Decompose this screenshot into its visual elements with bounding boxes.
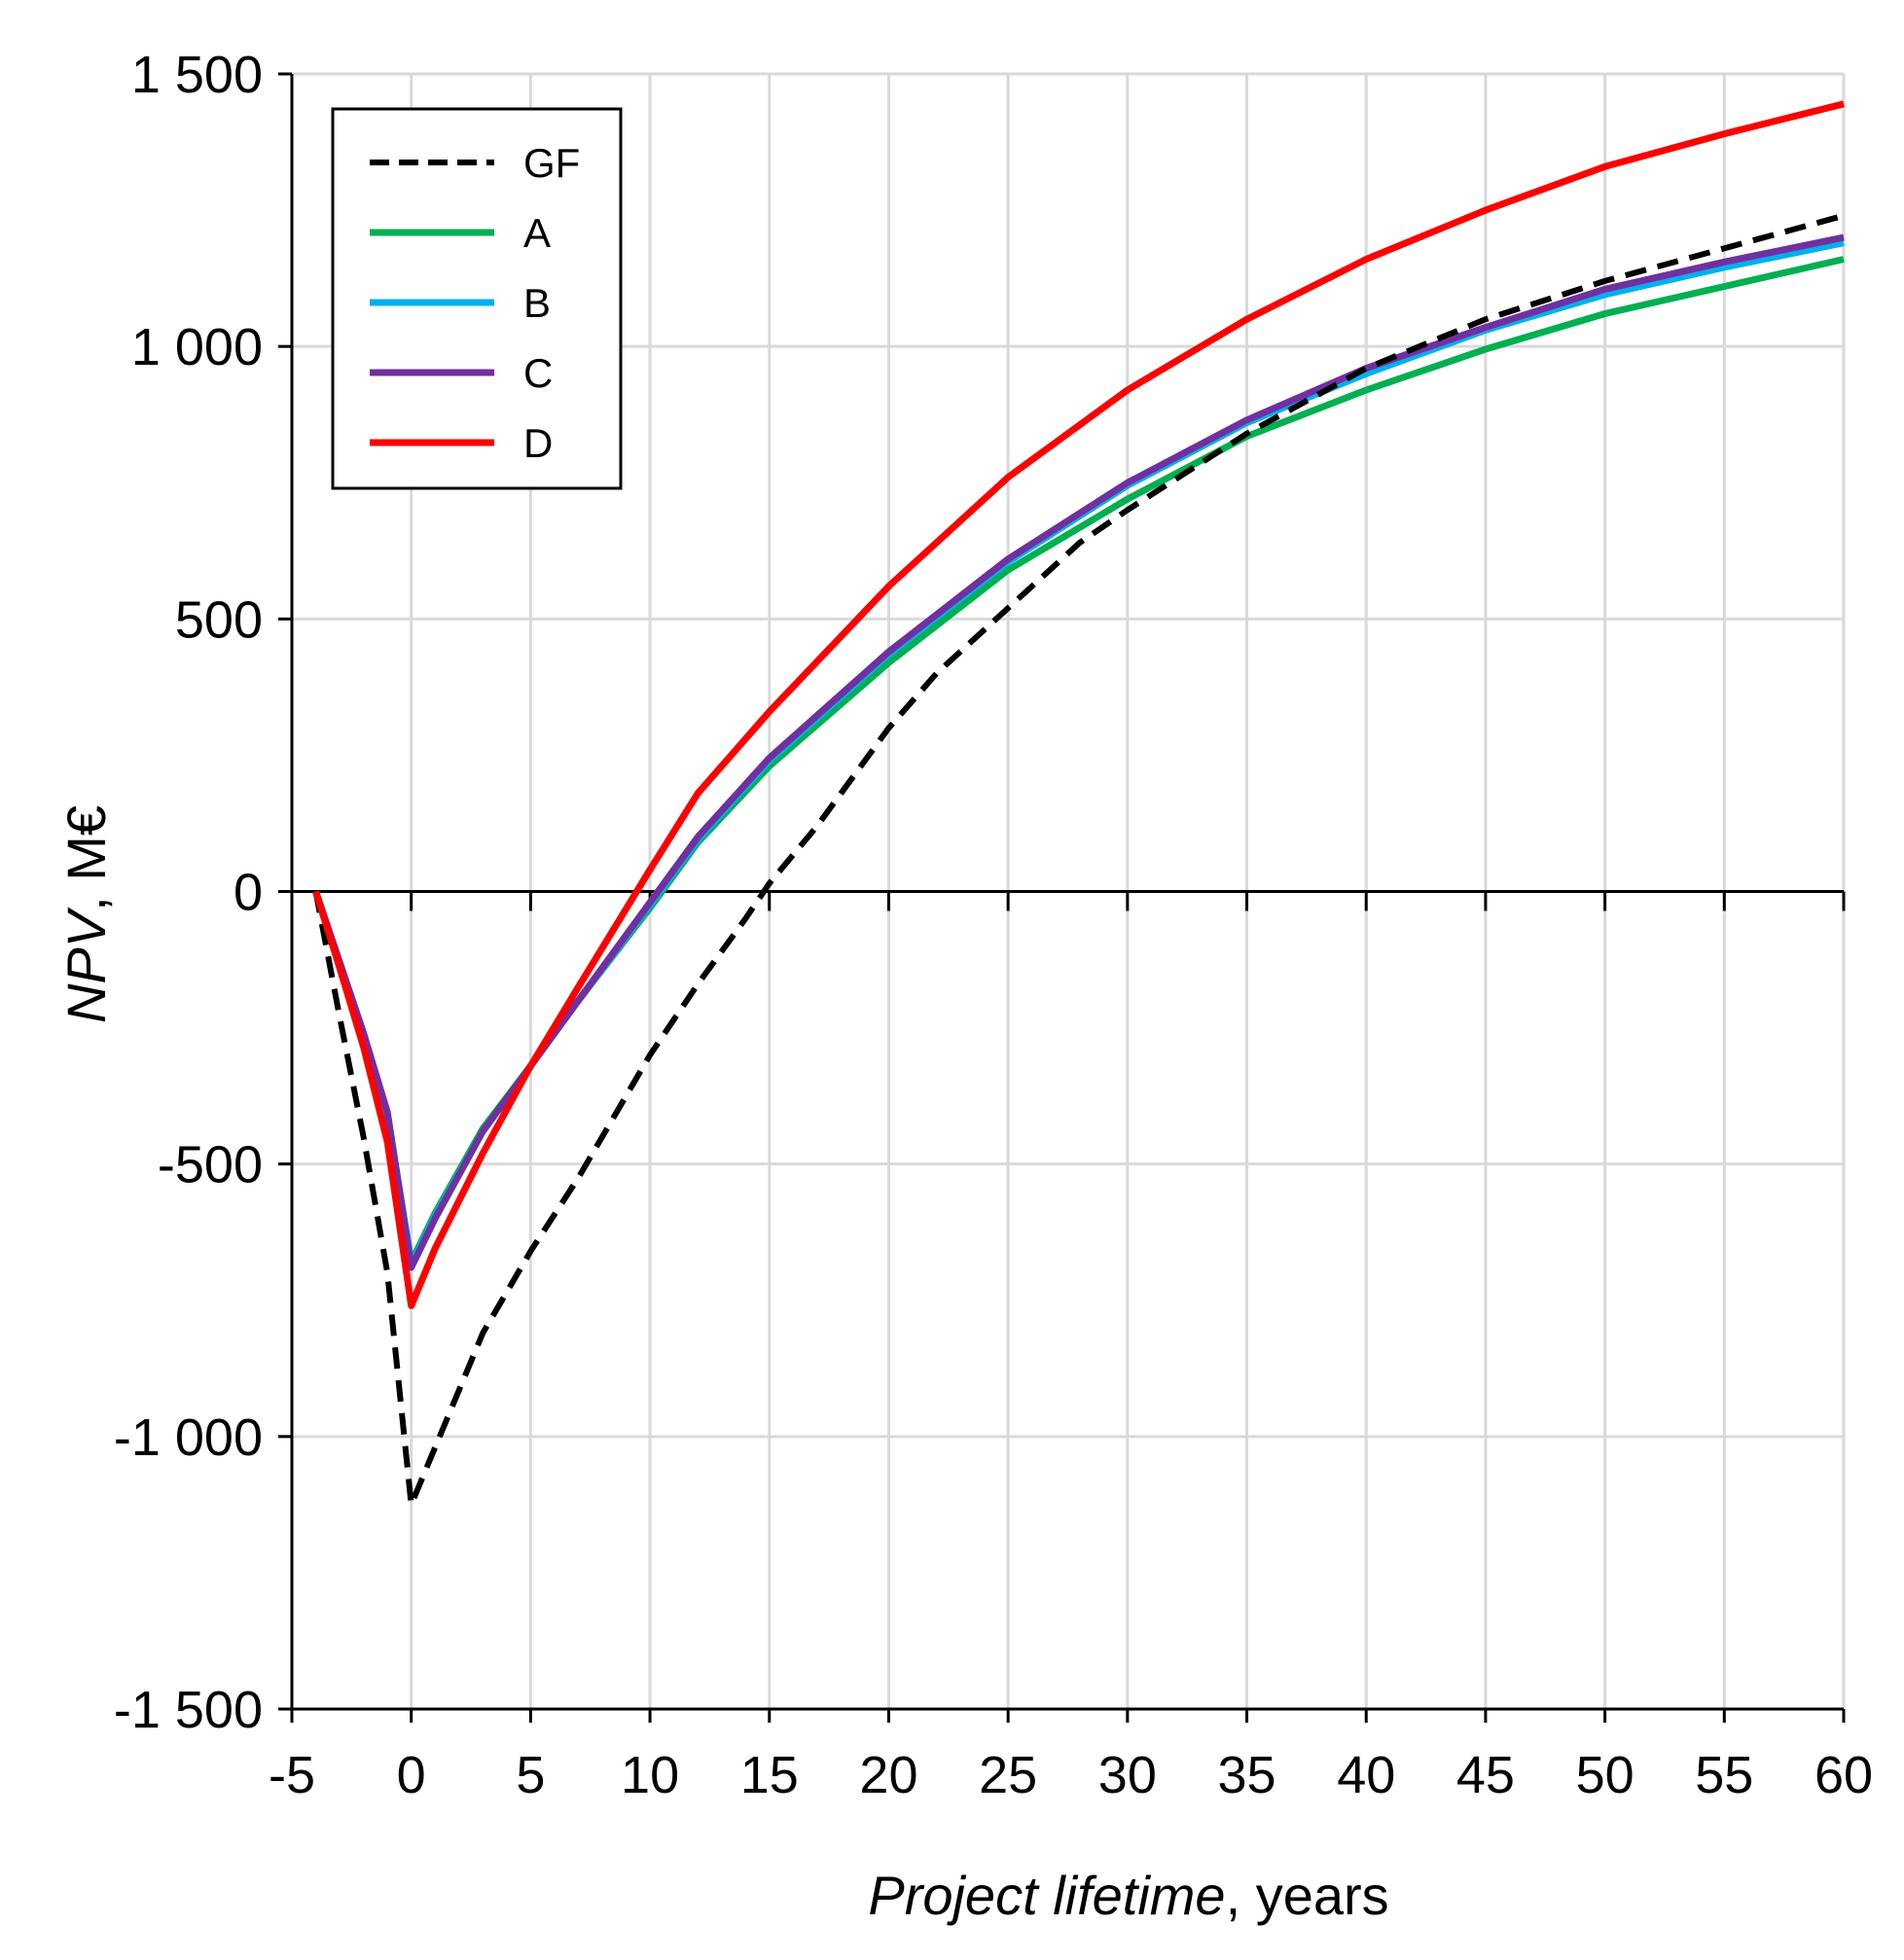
x-tick-label: 40 (1337, 1746, 1395, 1804)
x-tick-label: -5 (269, 1746, 315, 1804)
y-tick-label: 1 000 (131, 318, 263, 376)
series-line-gf (312, 212, 1845, 1508)
y-tick-label: 0 (234, 864, 263, 922)
series-lines (312, 100, 1845, 1508)
series-line-c (312, 233, 1845, 1271)
legend-label-b: B (523, 280, 551, 326)
x-tick-label: 15 (740, 1746, 799, 1804)
legend-box (331, 107, 623, 490)
legend-label-a: A (523, 210, 551, 256)
x-tick-label: 5 (516, 1746, 545, 1804)
x-axis-title-italic: Project lifetime (868, 1865, 1225, 1926)
x-tick-label: 45 (1456, 1746, 1515, 1804)
x-tick-label: 60 (1814, 1746, 1873, 1804)
legend-label-gf: GF (523, 140, 580, 186)
legend-label-c: C (523, 350, 553, 396)
y-tick-label: -1 000 (114, 1408, 263, 1467)
tick-labels: 1 500 1 000 500 0 -500 -1 000 -1 500-5 0 5 10 15 20… (114, 46, 1873, 1804)
x-tick-label: 10 (621, 1746, 679, 1804)
y-axis-title-italic: NPV (55, 907, 117, 1023)
x-axis-title-suffix: , years (1226, 1865, 1389, 1926)
legend-label-d: D (523, 420, 553, 466)
x-axis-title: Project lifetime, years (868, 1865, 1388, 1926)
y-tick-label: -500 (158, 1136, 263, 1194)
x-tick-label: 50 (1576, 1746, 1635, 1804)
y-tick-label: 500 (175, 590, 263, 649)
y-tick-label: -1 500 (114, 1681, 263, 1739)
x-tick-label: 0 (397, 1746, 426, 1804)
x-tick-label: 30 (1098, 1746, 1157, 1804)
y-axis-title-suffix: , M€ (55, 805, 117, 911)
y-axis-title: NPV, M€ (55, 805, 117, 1023)
y-tick-label: 1 500 (131, 46, 263, 104)
series-line-d (312, 100, 1845, 1309)
x-tick-label: 25 (979, 1746, 1037, 1804)
x-tick-label: 35 (1217, 1746, 1275, 1804)
x-tick-label: 55 (1695, 1746, 1753, 1804)
x-tick-label: 20 (859, 1746, 917, 1804)
